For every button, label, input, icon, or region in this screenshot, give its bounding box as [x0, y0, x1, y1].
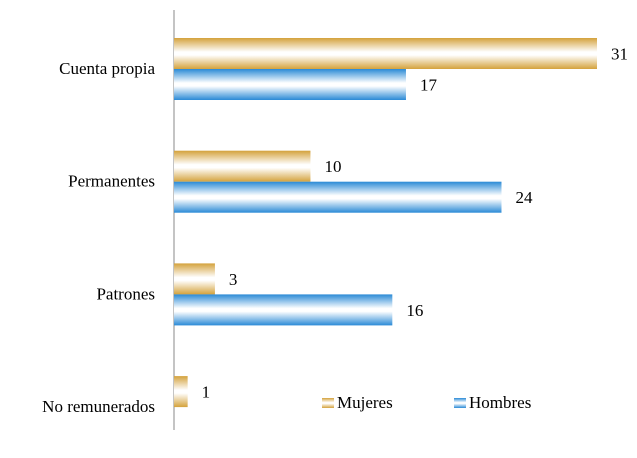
bar — [174, 38, 597, 69]
category-label: Permanentes — [68, 172, 155, 191]
bar — [174, 69, 406, 100]
value-label: 3 — [229, 270, 238, 289]
value-label: 24 — [515, 188, 533, 207]
value-label: 1 — [202, 383, 211, 402]
value-label: 17 — [420, 75, 438, 94]
category-label: No remunerados — [42, 397, 155, 416]
bar — [174, 150, 311, 182]
category-label: Cuenta propia — [59, 59, 155, 78]
legend-swatch — [454, 398, 466, 408]
bar — [174, 294, 393, 326]
value-label: 10 — [324, 157, 341, 176]
value-label: 16 — [406, 301, 423, 320]
category-label: Patrones — [96, 284, 155, 303]
legend-label: Hombres — [469, 393, 531, 412]
legend-label: Mujeres — [337, 393, 393, 412]
bar — [174, 181, 502, 213]
legend-swatch — [322, 398, 334, 408]
value-label: 31 — [611, 44, 628, 63]
bar — [174, 263, 215, 295]
bar — [174, 376, 188, 408]
